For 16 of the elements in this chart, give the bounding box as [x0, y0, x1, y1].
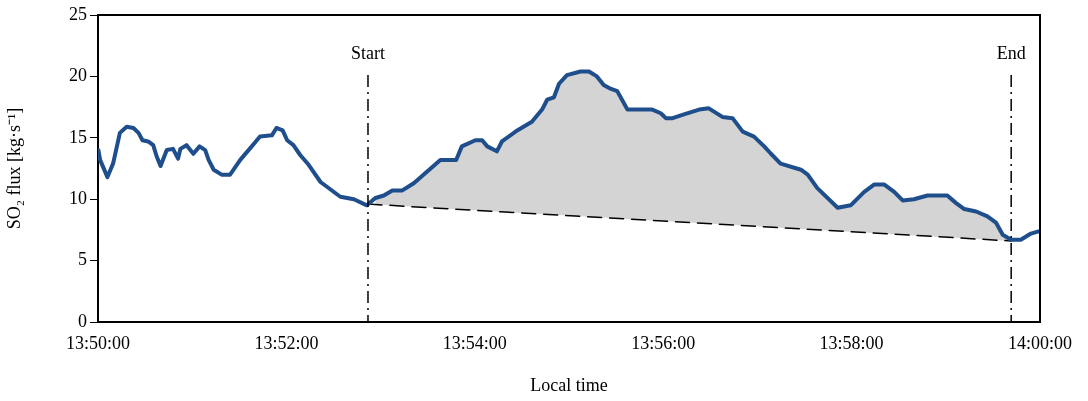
- y-tick-label: 10: [69, 187, 87, 208]
- x-tick-label: 13:58:00: [819, 332, 884, 353]
- x-tick-label: 13:54:00: [442, 332, 507, 353]
- ref-line-label: Start: [350, 42, 385, 63]
- x-tick-label: 13:56:00: [631, 332, 696, 353]
- y-tick-label: 0: [78, 310, 87, 331]
- y-tick-label: 15: [69, 126, 87, 147]
- y-axis-title: SO₂ flux [kg·s⁻¹]: [3, 107, 24, 230]
- y-tick-label: 25: [69, 3, 87, 24]
- x-tick-label: 13:52:00: [254, 332, 319, 353]
- y-tick-label: 20: [69, 65, 87, 86]
- x-axis-title: Local time: [530, 374, 608, 395]
- x-tick-label: 13:50:00: [65, 332, 131, 353]
- ref-line-label: End: [996, 42, 1026, 63]
- x-tick-label: 14:00:00: [1007, 332, 1073, 353]
- y-tick-label: 5: [78, 249, 87, 270]
